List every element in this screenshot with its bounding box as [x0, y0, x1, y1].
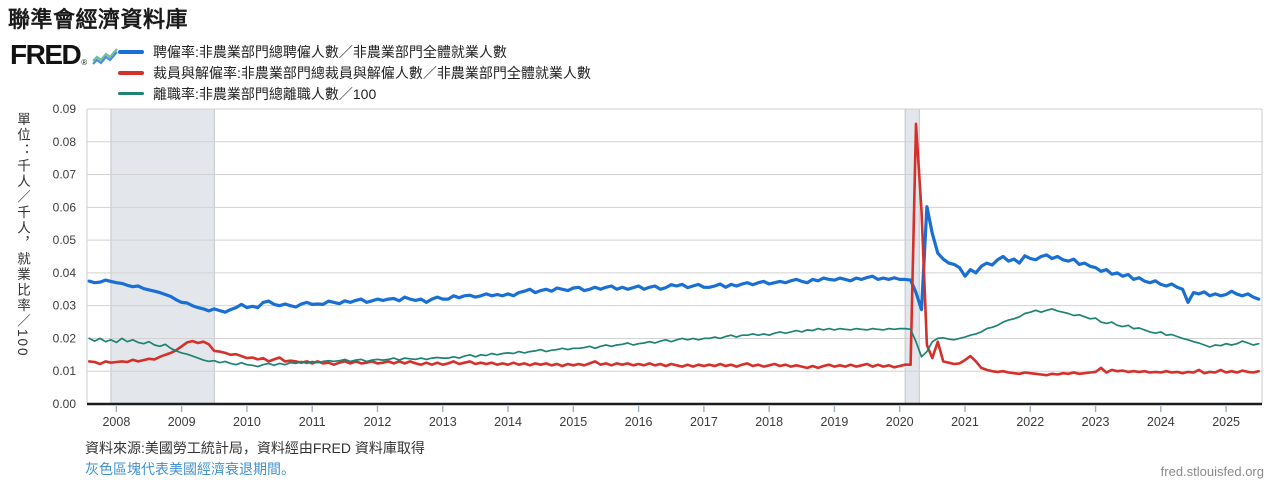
y-tick-label: 0.04	[53, 266, 77, 280]
legend-label-hires: 聘僱率:非農業部門總聘僱人數／非農業部門全體就業人數	[153, 43, 507, 60]
fred-wordmark: FRED	[10, 39, 82, 70]
quits-line-swatch	[118, 92, 144, 95]
x-tick-label: 2011	[299, 415, 326, 429]
x-tick-label: 2019	[821, 415, 849, 429]
y-tick-label: 0.00	[53, 397, 77, 411]
y-tick-label: 0.06	[53, 200, 77, 214]
x-tick-label: 2020	[886, 415, 914, 429]
x-tick-label: 2025	[1212, 415, 1240, 429]
x-tick-label: 2016	[625, 415, 653, 429]
x-tick-label: 2010	[233, 415, 261, 429]
series-line-0	[87, 205, 1261, 314]
x-tick-label: 2015	[559, 415, 587, 429]
source-text: 資料來源:美國勞工統計局，資料經由FRED 資料庫取得	[85, 440, 425, 456]
y-tick-label: 0.05	[53, 233, 77, 247]
page-title: 聯準會經濟資料庫	[8, 7, 189, 32]
x-tick-label: 2022	[1016, 415, 1044, 429]
line-chart-squiggle-icon	[92, 45, 118, 72]
x-tick-label: 2014	[494, 415, 522, 429]
x-tick-label: 2009	[168, 415, 196, 429]
y-tick-label: 0.08	[53, 135, 77, 149]
legend-item-hires: 聘僱率:非農業部門總聘僱人數／非農業部門全體就業人數	[118, 41, 591, 62]
recession-band	[110, 109, 215, 404]
registered-mark: ®	[81, 58, 88, 67]
x-tick-label: 2013	[429, 415, 457, 429]
y-tick-label: 0.03	[53, 299, 77, 313]
legend: 聘僱率:非農業部門總聘僱人數／非農業部門全體就業人數 裁員與解僱率:非農業部門總…	[118, 41, 591, 104]
hires-line-swatch	[118, 49, 144, 54]
series-line-2	[88, 308, 1260, 368]
fred-logo: FRED ®	[10, 39, 118, 72]
legend-item-quits: 離職率:非農業部門總離職人數／100	[118, 83, 591, 104]
y-tick-label: 0.07	[53, 168, 77, 182]
recession-note-link[interactable]: 灰色區塊代表美國經濟衰退期間。	[85, 461, 295, 477]
legend-label-layoffs: 裁員與解僱率:非農業部門總裁員與解僱人數／非農業部門全體就業人數	[153, 64, 591, 81]
y-axis-unit-label: 單位：千人／千人，就業比率／100	[15, 112, 30, 358]
x-tick-label: 2008	[102, 415, 130, 429]
site-link[interactable]: fred.stlouisfed.org	[1160, 464, 1264, 479]
x-tick-label: 2012	[364, 415, 392, 429]
x-tick-label: 2021	[951, 415, 979, 429]
plot-area[interactable]: 0.00 0.01 0.02 0.03 0.04 0.05 0.06 0.07 0.08 0.09…	[0, 100, 1280, 440]
y-tick-label: 0.01	[53, 364, 77, 378]
x-tick-label: 2017	[690, 415, 718, 429]
legend-label-quits: 離職率:非農業部門總離職人數／100	[153, 85, 377, 102]
layoffs-line-swatch	[118, 70, 144, 75]
x-tick-label: 2023	[1082, 415, 1110, 429]
y-tick-label: 0.09	[53, 102, 77, 116]
series-line-1	[87, 122, 1260, 377]
x-tick-label: 2018	[755, 415, 783, 429]
y-tick-label: 0.02	[53, 331, 77, 345]
x-tick-label: 2024	[1147, 415, 1175, 429]
legend-item-layoffs: 裁員與解僱率:非農業部門總裁員與解僱人數／非農業部門全體就業人數	[118, 62, 591, 83]
